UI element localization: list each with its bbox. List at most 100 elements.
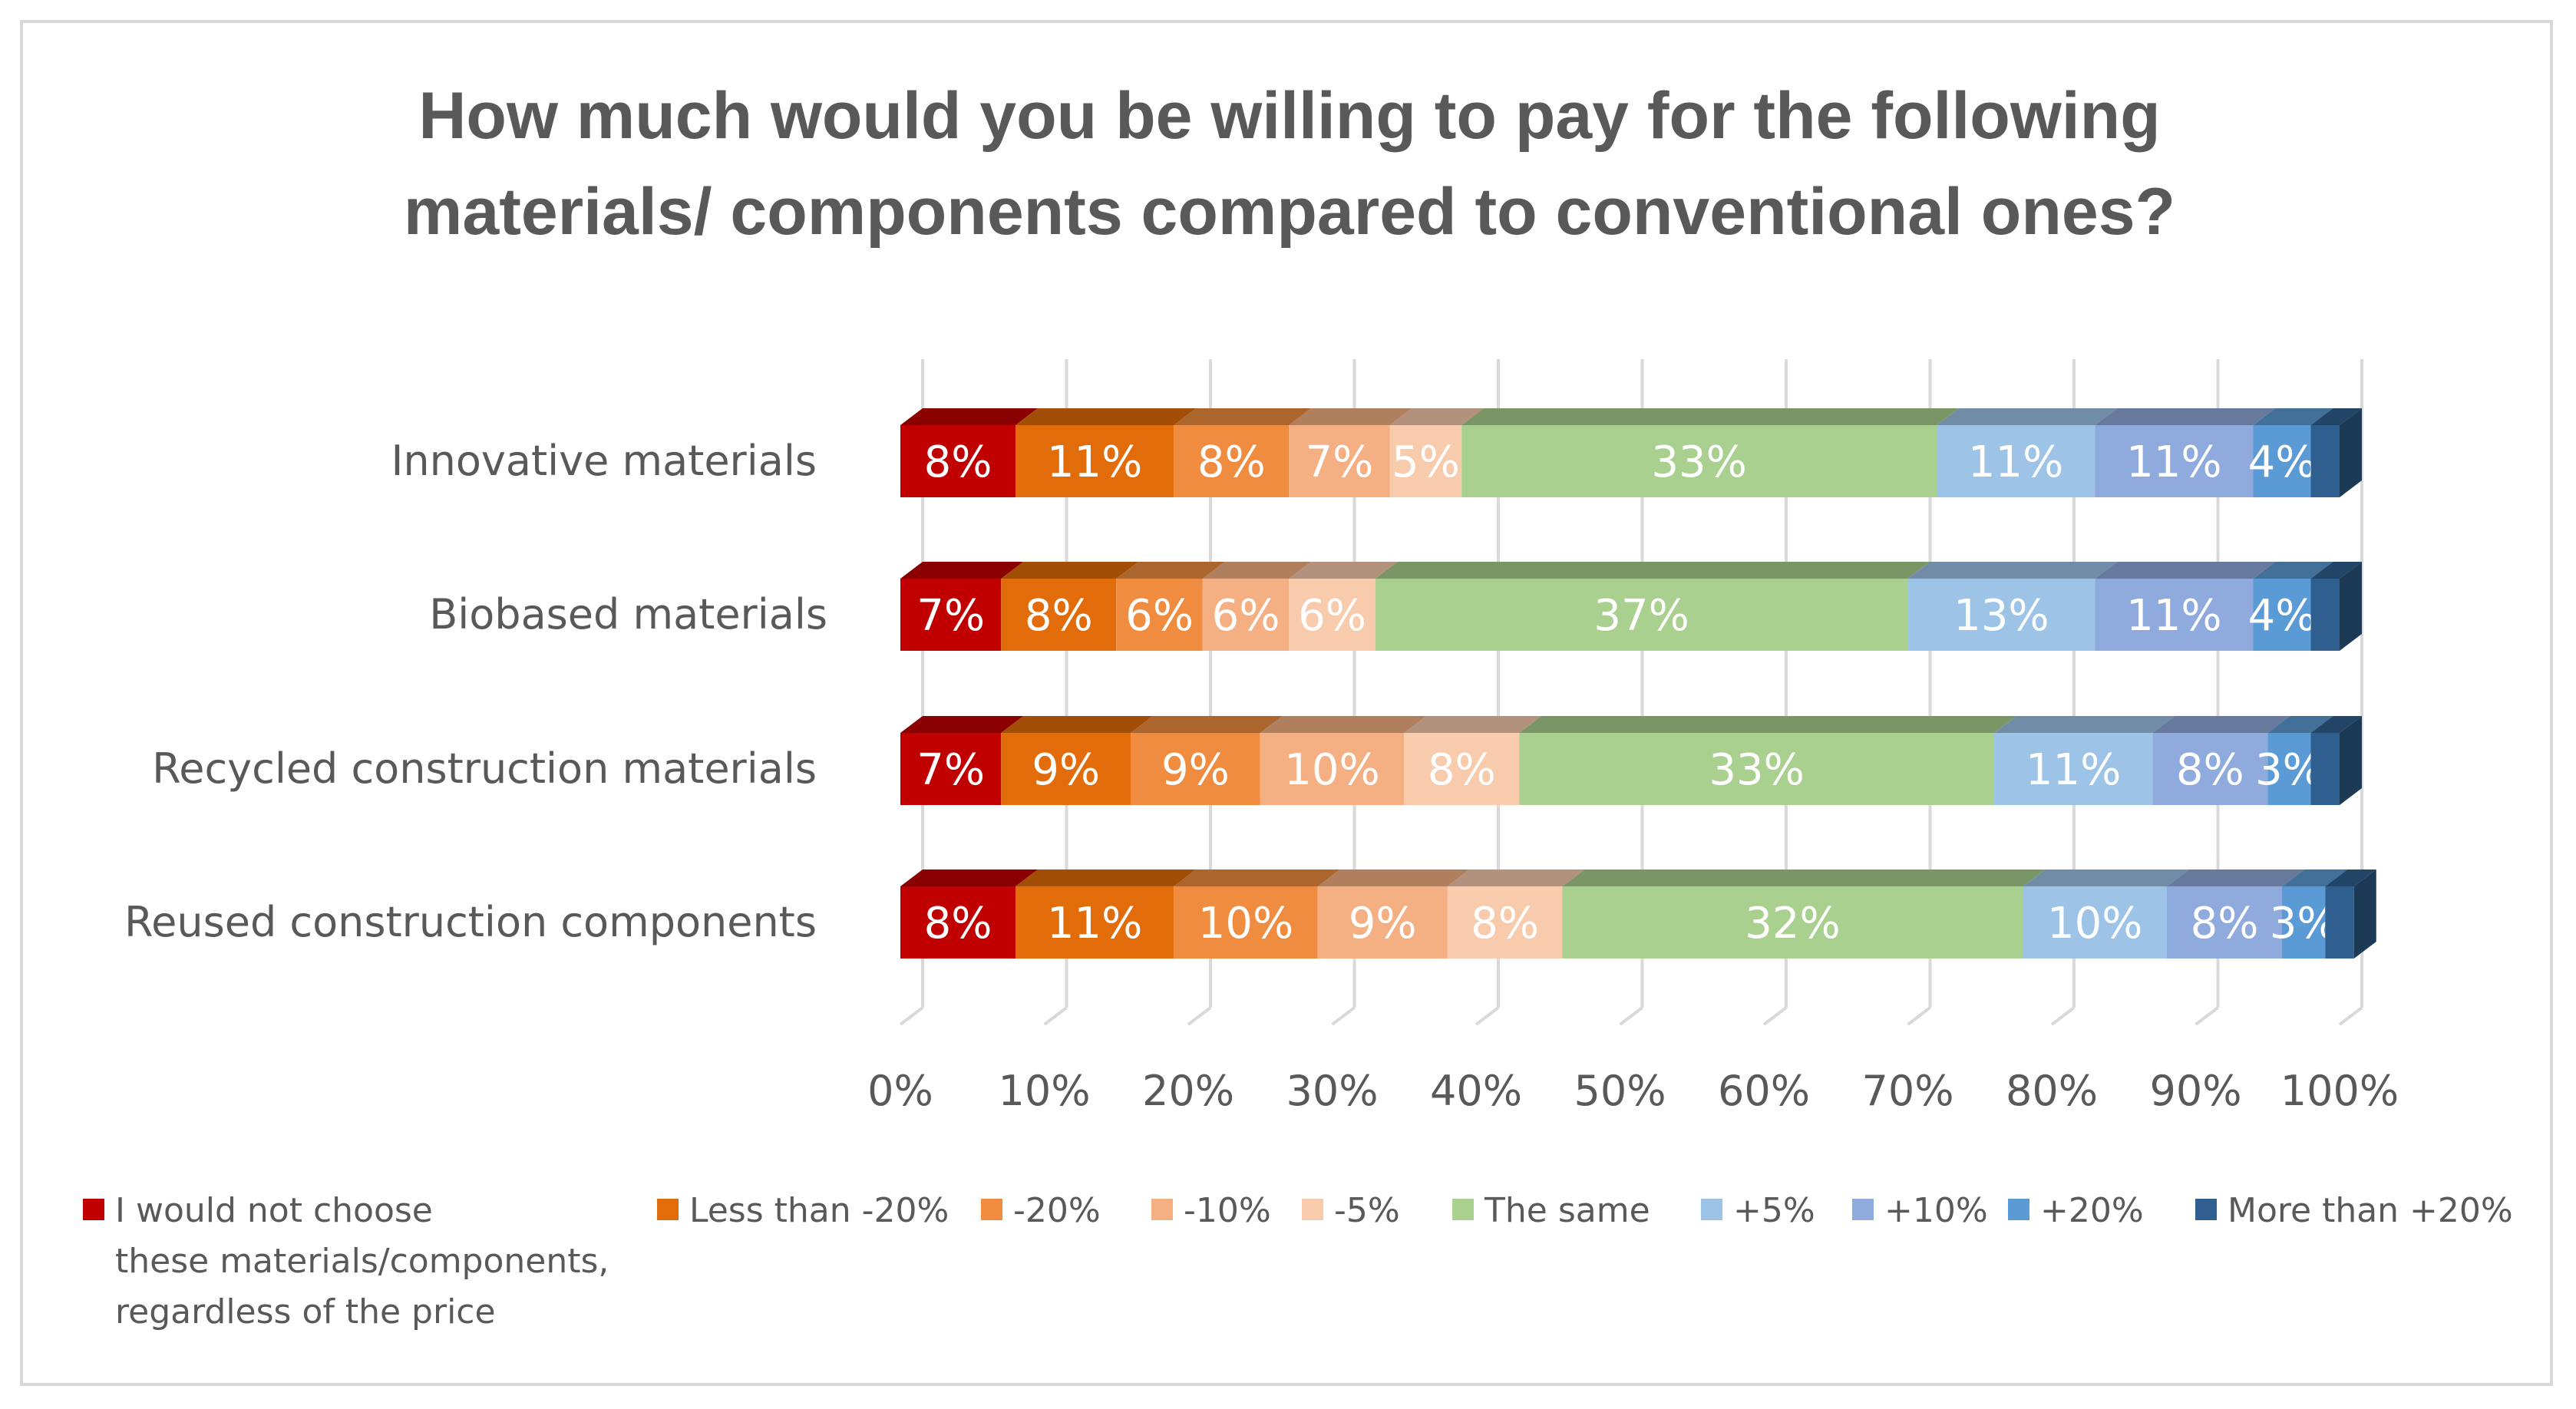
bar-segment xyxy=(1447,886,1563,959)
bars: 8% 11% 8% 7% 5% 33% 11% 11% 4% 7% 8% 6% 6% 6% 37% 13% 11… xyxy=(900,408,2376,959)
bar-segment xyxy=(2152,733,2268,805)
legend-label: -20% xyxy=(1013,1191,1101,1230)
bar-segment xyxy=(2167,886,2282,959)
data-label: 8% xyxy=(924,899,992,949)
bar-segment-top xyxy=(1994,716,2175,733)
bar-segment xyxy=(900,886,1016,959)
gridline-floor xyxy=(1907,1006,1931,1026)
tick-label: 60% xyxy=(1718,1067,1810,1115)
bar-segment-top xyxy=(1447,869,1585,886)
bar-segment-top xyxy=(2310,562,2362,579)
bar-segment-top xyxy=(1174,408,1312,425)
bar-segment-top xyxy=(2167,869,2304,886)
bar-segment xyxy=(2095,579,2254,651)
bar-segment xyxy=(2310,579,2340,651)
category-label: Biobased materials xyxy=(429,590,827,639)
legend-label-line: these materials/components, xyxy=(115,1242,609,1281)
data-label: 8% xyxy=(1428,745,1496,795)
bar-segment xyxy=(1202,579,1290,651)
bar-segment-top xyxy=(2253,408,2333,425)
bar-segment-top xyxy=(1562,869,2046,886)
bar-segment-side xyxy=(2353,869,2376,959)
bar-segment xyxy=(1001,579,1117,651)
bar-segment-side xyxy=(2340,562,2362,651)
data-label: 8% xyxy=(1025,591,1093,641)
bar-segment xyxy=(2253,579,2311,651)
bar-segment-top xyxy=(1131,716,1283,733)
legend-label-line: +20% xyxy=(2040,1191,2144,1230)
data-label: 9% xyxy=(1032,745,1100,795)
bar-segment-top xyxy=(2267,716,2333,733)
bar-segment-top xyxy=(1389,408,1485,425)
bar-segment xyxy=(900,733,1002,805)
bar-segment xyxy=(1001,733,1131,805)
legend: I would not choose these materials/compon… xyxy=(83,1191,2513,1331)
chart-title-line: materials/ components compared to conven… xyxy=(404,175,2175,249)
legend-label: The same xyxy=(1484,1191,1650,1230)
bar-segment xyxy=(1317,886,1448,959)
bar-segment xyxy=(1174,886,1318,959)
bar-segment-top xyxy=(2152,716,2290,733)
chart-title-line: How much would you be willing to pay for… xyxy=(418,79,2160,153)
data-label: 6% xyxy=(1212,591,1280,641)
bar-segment xyxy=(2325,886,2354,959)
x-axis-ticks: 0% 10% 20% 30% 40% 50% 60% 70% 80% 90% 100% xyxy=(867,1067,2399,1115)
legend-label-line: More than +20% xyxy=(2228,1191,2513,1230)
legend-label: More than +20% xyxy=(2228,1191,2513,1230)
bar-segment xyxy=(1562,886,2023,959)
category-label: Recycled construction materials xyxy=(152,744,817,793)
bar-segment xyxy=(1994,733,2153,805)
bar-segment xyxy=(2267,733,2311,805)
data-label: 7% xyxy=(1305,437,1373,487)
gridline-floor xyxy=(2050,1006,2076,1026)
bar-segment-side xyxy=(2340,408,2362,497)
bar-segment xyxy=(2253,425,2311,497)
bar-segment xyxy=(2310,733,2340,805)
data-label: 4% xyxy=(2248,591,2317,641)
legend-swatch xyxy=(1452,1199,1474,1220)
gridline-floor xyxy=(1043,1006,1068,1026)
legend-swatch xyxy=(83,1199,104,1220)
data-label: 32% xyxy=(1745,899,1840,949)
legend-label: Less than -20% xyxy=(689,1191,949,1230)
bar-segment-top xyxy=(1116,562,1225,579)
chart-frame: How much would you be willing to pay for… xyxy=(20,20,2553,1386)
tick-label: 30% xyxy=(1286,1067,1378,1115)
legend-swatch xyxy=(981,1199,1002,1220)
data-label: 11% xyxy=(2126,591,2221,641)
bar-segment-top xyxy=(1260,716,1427,733)
bar-segment-top xyxy=(900,869,1038,886)
chart-title: How much would you be willing to pay for… xyxy=(404,79,2175,249)
bar-segment xyxy=(1016,886,1174,959)
bar-segment-top xyxy=(1016,408,1197,425)
legend-label-line: I would not choose xyxy=(115,1191,433,1230)
bar-segment xyxy=(2095,425,2254,497)
bar-segment-top xyxy=(900,716,1024,733)
tick-label: 40% xyxy=(1430,1067,1522,1115)
legend-swatch xyxy=(1701,1199,1722,1220)
gridline-floor xyxy=(1619,1006,1643,1026)
bar-segment xyxy=(1404,733,1520,805)
bar-segment xyxy=(1907,579,2095,651)
bar-segment-top xyxy=(2253,562,2333,579)
data-label: 11% xyxy=(1047,899,1142,949)
bar-segment-top xyxy=(1202,562,1312,579)
bar-segment xyxy=(2310,425,2340,497)
tick-label: 70% xyxy=(1861,1067,1953,1115)
data-label: 7% xyxy=(916,591,985,641)
bar-segment-top xyxy=(1461,408,1959,425)
data-label: 11% xyxy=(2126,437,2221,487)
data-label: 5% xyxy=(1392,437,1460,487)
bar-segment-top xyxy=(2310,408,2362,425)
bar-segment-top xyxy=(1375,562,1930,579)
bar-segment xyxy=(1375,579,1908,651)
bar-segment-top xyxy=(1907,562,2118,579)
bar-segment-top xyxy=(2282,869,2348,886)
legend-label: -5% xyxy=(1334,1191,1400,1230)
category-labels: Innovative materials Biobased materials Re… xyxy=(124,437,827,946)
data-label: 11% xyxy=(2026,745,2121,795)
category-label: Innovative materials xyxy=(391,437,817,485)
bar-segment xyxy=(1289,425,1390,497)
gridline-floor xyxy=(2195,1006,2219,1026)
bar-segment xyxy=(1461,425,1937,497)
